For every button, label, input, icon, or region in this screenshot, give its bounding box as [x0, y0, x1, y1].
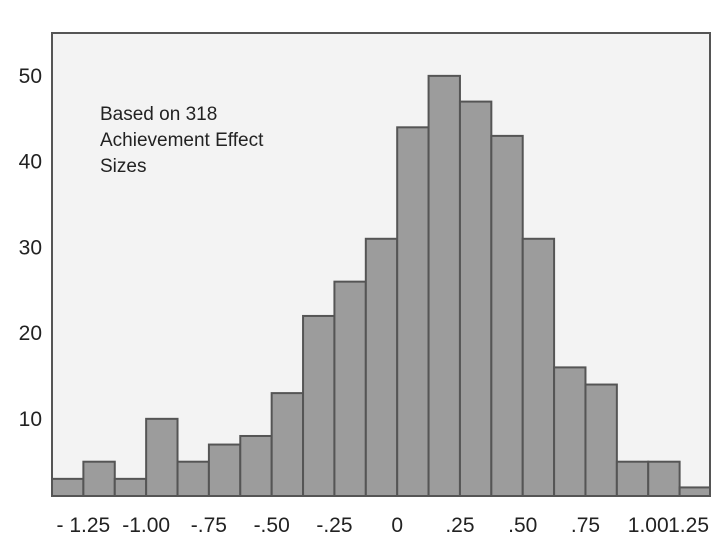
x-tick-label: 1.00 — [628, 514, 669, 537]
y-tick-label: 10 — [19, 408, 42, 431]
y-tick-label: 30 — [19, 236, 42, 259]
histogram-bar — [113, 477, 148, 497]
y-tick-label: 50 — [19, 65, 42, 88]
x-tick-label: -1.00 — [122, 514, 170, 537]
x-tick-label: 0 — [391, 514, 403, 537]
y-axis-ticks: 10 20 30 40 50 — [19, 65, 42, 431]
histogram-bar — [239, 434, 273, 497]
histogram-bar — [553, 366, 587, 497]
histogram-bar — [490, 134, 524, 497]
x-axis-ticks: - 1.25 -1.00 -.75 -.50 -.25 0 .25 .50 .75 1.00 1.2… — [57, 514, 709, 537]
x-tick-label: 1.25 — [668, 514, 709, 537]
x-tick-label: .25 — [445, 514, 474, 537]
y-tick-label: 40 — [19, 151, 42, 174]
annotation-line: Sizes — [100, 156, 146, 177]
histogram-bar — [521, 237, 556, 497]
histogram-bar — [584, 383, 618, 498]
histogram-bar — [270, 392, 305, 497]
histogram-bar — [302, 314, 336, 498]
histogram-bar — [145, 417, 179, 498]
histogram-bar — [678, 486, 711, 498]
x-tick-label: -.75 — [191, 514, 227, 537]
x-tick-label: - 1.25 — [57, 514, 111, 537]
histogram-bar — [176, 460, 210, 497]
histogram-bar — [458, 100, 493, 497]
histogram-bar — [615, 460, 650, 497]
histogram-bar — [51, 477, 85, 497]
annotation-line: Based on 318 — [100, 104, 217, 125]
histogram-bar — [207, 443, 242, 497]
y-tick-label: 20 — [19, 322, 42, 345]
chart-annotation: Based on 318 Achievement Effect Sizes — [100, 104, 264, 177]
histogram-bar — [333, 280, 367, 498]
x-tick-label: -.25 — [316, 514, 352, 537]
histogram-bar — [364, 237, 399, 497]
plot-frame — [51, 32, 711, 497]
bar-group — [51, 74, 711, 498]
histogram-bar — [396, 126, 430, 497]
histogram-bar — [427, 74, 461, 498]
x-tick-label: .50 — [508, 514, 537, 537]
x-tick-label: .75 — [571, 514, 600, 537]
x-tick-label: -.50 — [254, 514, 290, 537]
annotation-line: Achievement Effect — [100, 130, 264, 151]
histogram-bar — [82, 460, 116, 497]
histogram-bar — [647, 460, 681, 497]
